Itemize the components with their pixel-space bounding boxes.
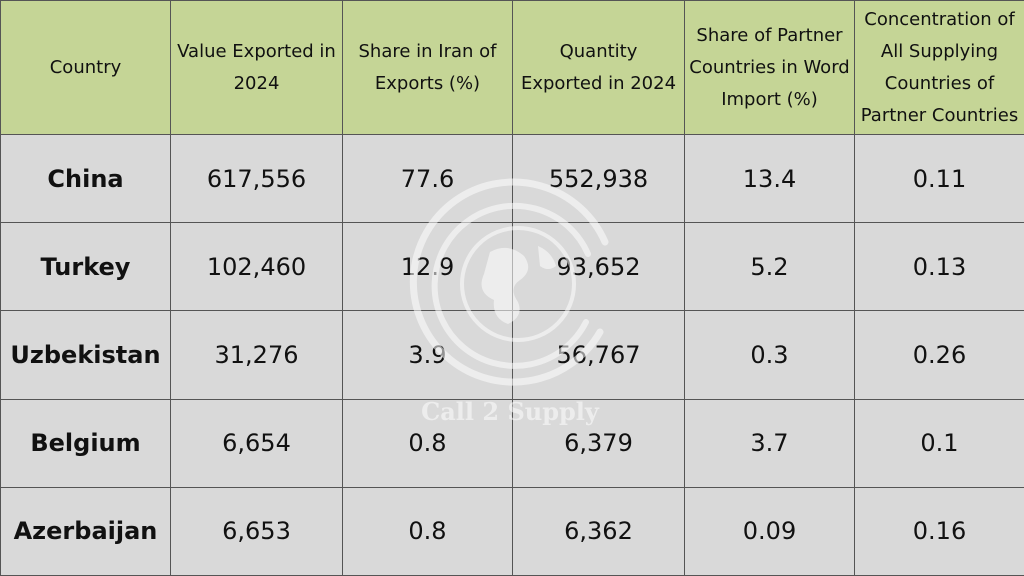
cell-share-iran-exports: 0.8 bbox=[342, 486, 513, 576]
cell-quantity-exported: 56,767 bbox=[512, 310, 685, 400]
cell-value-exported: 102,460 bbox=[170, 222, 343, 312]
cell-country: Belgium bbox=[0, 398, 171, 488]
header-row: Country Value Exported in 2024 Share in … bbox=[0, 0, 1024, 135]
cell-value-exported: 6,654 bbox=[170, 398, 343, 488]
table-row: Azerbaijan 6,653 0.8 6,362 0.09 0.16 bbox=[0, 486, 1024, 576]
cell-concentration: 0.1 bbox=[854, 398, 1024, 488]
cell-country: China bbox=[0, 133, 171, 224]
cell-share-partner-import: 0.3 bbox=[684, 310, 855, 400]
table-row: China 617,556 77.6 552,938 13.4 0.11 bbox=[0, 133, 1024, 224]
header-share-partner-import: Share of Partner Countries in Word Impor… bbox=[684, 0, 855, 135]
cell-value-exported: 6,653 bbox=[170, 486, 343, 576]
cell-share-partner-import: 3.7 bbox=[684, 398, 855, 488]
cell-concentration: 0.13 bbox=[854, 222, 1024, 312]
cell-concentration: 0.11 bbox=[854, 133, 1024, 224]
cell-quantity-exported: 93,652 bbox=[512, 222, 685, 312]
cell-quantity-exported: 552,938 bbox=[512, 133, 685, 224]
header-quantity-exported: Quantity Exported in 2024 bbox=[512, 0, 685, 135]
cell-country: Uzbekistan bbox=[0, 310, 171, 400]
header-concentration: Concentration of All Supplying Countries… bbox=[854, 0, 1024, 135]
cell-quantity-exported: 6,379 bbox=[512, 398, 685, 488]
table-row: Belgium 6,654 0.8 6,379 3.7 0.1 bbox=[0, 398, 1024, 488]
table-row: Turkey 102,460 12.9 93,652 5.2 0.13 bbox=[0, 222, 1024, 312]
cell-value-exported: 617,556 bbox=[170, 133, 343, 224]
cell-share-iran-exports: 0.8 bbox=[342, 398, 513, 488]
header-value-exported: Value Exported in 2024 bbox=[170, 0, 343, 135]
cell-share-partner-import: 0.09 bbox=[684, 486, 855, 576]
cell-share-iran-exports: 12.9 bbox=[342, 222, 513, 312]
table-body: China 617,556 77.6 552,938 13.4 0.11 Tur… bbox=[0, 133, 1024, 576]
cell-share-iran-exports: 3.9 bbox=[342, 310, 513, 400]
cell-share-iran-exports: 77.6 bbox=[342, 133, 513, 224]
cell-share-partner-import: 5.2 bbox=[684, 222, 855, 312]
cell-concentration: 0.16 bbox=[854, 486, 1024, 576]
cell-quantity-exported: 6,362 bbox=[512, 486, 685, 576]
table-row: Uzbekistan 31,276 3.9 56,767 0.3 0.26 bbox=[0, 310, 1024, 400]
cell-country: Azerbaijan bbox=[0, 486, 171, 576]
cell-value-exported: 31,276 bbox=[170, 310, 343, 400]
cell-share-partner-import: 13.4 bbox=[684, 133, 855, 224]
cell-concentration: 0.26 bbox=[854, 310, 1024, 400]
cell-country: Turkey bbox=[0, 222, 171, 312]
header-share-iran-exports: Share in Iran of Exports (%) bbox=[342, 0, 513, 135]
header-country: Country bbox=[0, 0, 171, 135]
table-header: Country Value Exported in 2024 Share in … bbox=[0, 0, 1024, 135]
